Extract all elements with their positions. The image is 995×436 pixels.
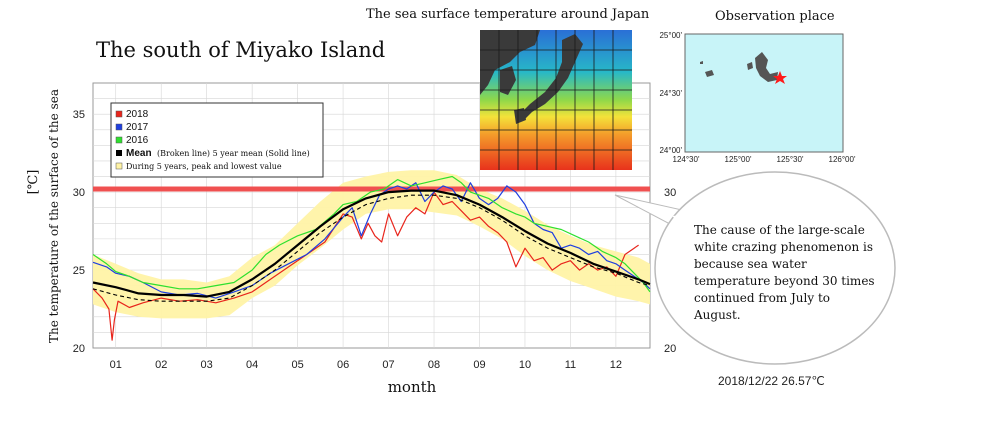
x-tick-label: 08: [428, 359, 440, 371]
y-tick-label: 20: [73, 343, 85, 355]
x-tick-label: 09: [473, 359, 485, 371]
y-tick-label: 30: [73, 187, 85, 199]
x-tick-label: 12: [610, 359, 622, 371]
tick-layer: 20253035202530010203040506070809101112: [73, 109, 677, 371]
obs-map-xtick-2: 125°30': [777, 155, 804, 164]
obs-map-xtick-0: 124°30': [673, 155, 700, 164]
sst-map-inset: [480, 30, 632, 170]
x-tick-label: 10: [519, 359, 531, 371]
obs-map-xtick-3: 126°00': [829, 155, 856, 164]
obs-map-title: Observation place: [715, 9, 835, 24]
legend-swatch-2017: [115, 123, 123, 131]
callout-text: The cause of the large-scale white crazi…: [694, 223, 875, 322]
x-tick-label: 02: [155, 359, 167, 371]
sst-map-land-korea: [500, 66, 516, 95]
y-tick-label-right: 20: [664, 343, 676, 355]
obs-map-island-irabu: [747, 62, 753, 70]
callout-ellipse: [654, 171, 896, 365]
legend-label-mean-extra: (Broken line) 5 year mean (Solid line): [157, 149, 310, 158]
sst-map-grid: [480, 30, 632, 170]
x-tick-label: 03: [201, 359, 213, 371]
obs-map-island-tarama: [705, 70, 714, 77]
sst-map-land-japan: [518, 34, 583, 120]
obs-map-ytick-1: 24°30': [659, 89, 682, 98]
obs-map-xtick-1: 125°00': [725, 155, 752, 164]
legend-swatch-2018: [115, 110, 123, 118]
x-tick-label: 07: [382, 359, 394, 371]
sst-map-land-kyushu: [514, 108, 526, 124]
callout-bubble: [614, 171, 896, 365]
y-axis-unit: [℃]: [26, 170, 41, 195]
sst-map-title: The sea surface temperature around Japan: [366, 7, 650, 22]
legend: 2018 2017 2016 Mean (Broken line) 5 year…: [110, 102, 324, 178]
five-year-range-band: [93, 170, 650, 319]
x-tick-label: 06: [337, 359, 349, 371]
legend-swatch-mean: [116, 150, 122, 156]
y-axis-label: The temperature of the surface of the se…: [47, 89, 61, 343]
obs-map-ytick-0: 25°00': [659, 31, 682, 40]
series-line-2018: [92, 191, 639, 341]
obs-map-island-miyako: [755, 52, 778, 82]
y-tick-label: 35: [73, 109, 85, 121]
x-axis-label: month: [388, 378, 437, 396]
y-tick-label-right: 30: [664, 187, 676, 199]
legend-swatch-2016: [115, 136, 123, 144]
x-tick-label: 11: [565, 359, 576, 371]
legend-label-mean: Mean: [126, 148, 152, 159]
legend-swatch-band: [115, 162, 123, 170]
latest-reading: 2018/12/22 26.57℃: [718, 374, 825, 388]
series-line-5-year-mean: [92, 189, 651, 298]
y-tick-label: 25: [73, 265, 85, 277]
x-tick-label: 01: [110, 359, 122, 371]
obs-map-island-minna: [700, 61, 703, 64]
legend-label-2016: 2016: [126, 135, 149, 146]
series-layer: [92, 175, 651, 341]
sst-map-land-asia: [480, 30, 540, 95]
series-line-mean: [92, 194, 651, 302]
legend-label-band: During 5 years, peak and lowest value: [126, 162, 282, 171]
x-tick-label: 04: [246, 359, 258, 371]
callout-pointer-cover: [672, 214, 700, 230]
obs-map-inset: 25°00' 24°30' 24°00' 124°30' 125°00' 125…: [659, 31, 855, 164]
legend-label-2018: 2018: [126, 109, 149, 120]
obs-map-ytick-2: 24°00': [659, 146, 682, 155]
obs-map-station-star: [773, 71, 787, 84]
legend-label-2017: 2017: [126, 122, 149, 133]
series-line-2017: [92, 182, 651, 299]
band-area: [93, 170, 650, 319]
chart-title: The south of Miyako Island: [96, 38, 386, 62]
legend-box: [110, 102, 324, 178]
x-tick-label: 05: [291, 359, 303, 371]
series-line-2016: [92, 175, 651, 293]
obs-map-sea: [684, 33, 844, 153]
